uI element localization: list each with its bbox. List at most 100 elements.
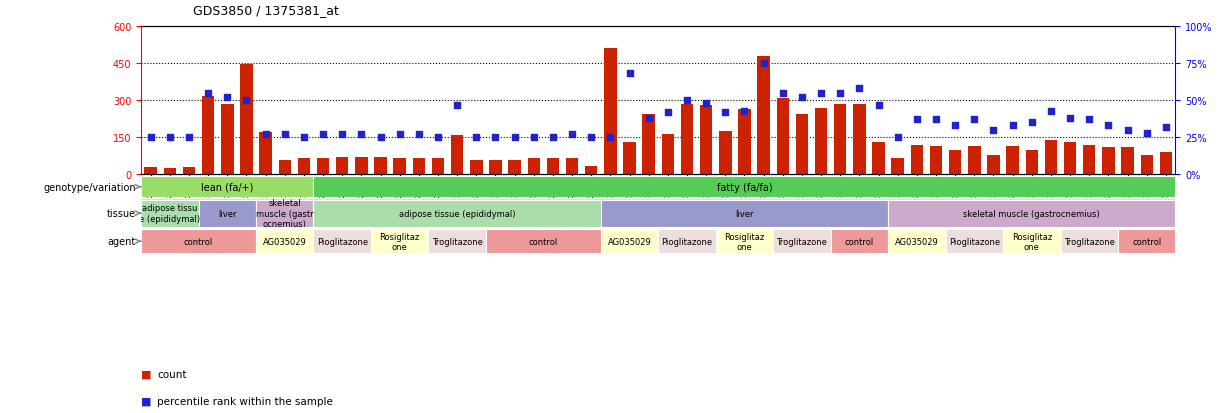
Bar bbox=[486, 230, 601, 254]
Text: control: control bbox=[1133, 237, 1162, 246]
Bar bbox=[163, 169, 175, 175]
Bar bbox=[428, 230, 486, 254]
Point bbox=[1080, 117, 1099, 123]
Point bbox=[160, 135, 179, 141]
Point bbox=[1022, 120, 1042, 126]
Text: ■: ■ bbox=[141, 396, 152, 406]
Bar bbox=[661, 134, 674, 175]
Bar bbox=[1121, 148, 1134, 175]
Text: control: control bbox=[529, 237, 558, 246]
Point bbox=[831, 90, 850, 97]
Bar bbox=[601, 200, 888, 227]
Text: AG035029: AG035029 bbox=[894, 237, 939, 246]
Point bbox=[1002, 123, 1022, 129]
Point bbox=[753, 61, 773, 67]
Bar bbox=[1064, 143, 1076, 175]
Text: percentile rank within the sample: percentile rank within the sample bbox=[157, 396, 333, 406]
Bar bbox=[183, 168, 195, 175]
Bar bbox=[719, 132, 731, 175]
Text: AG035029: AG035029 bbox=[263, 237, 307, 246]
Text: AG035029: AG035029 bbox=[607, 237, 652, 246]
Point bbox=[179, 135, 199, 141]
Bar bbox=[199, 200, 256, 227]
Text: Pioglitazone: Pioglitazone bbox=[948, 237, 1000, 246]
Bar bbox=[452, 135, 464, 175]
Point bbox=[1060, 115, 1080, 122]
Bar bbox=[355, 158, 368, 175]
Bar bbox=[259, 133, 272, 175]
Bar bbox=[528, 159, 540, 175]
Point bbox=[888, 135, 908, 141]
Bar bbox=[888, 230, 946, 254]
Bar bbox=[371, 230, 428, 254]
Bar bbox=[739, 109, 751, 175]
Text: Rosiglitaz
one: Rosiglitaz one bbox=[379, 232, 420, 252]
Text: adipose tissu
e (epididymal): adipose tissu e (epididymal) bbox=[140, 204, 200, 223]
Point bbox=[1042, 108, 1061, 114]
Bar bbox=[1083, 145, 1096, 175]
Bar bbox=[298, 159, 310, 175]
Bar bbox=[968, 147, 980, 175]
Bar bbox=[757, 57, 769, 175]
Point bbox=[1098, 123, 1118, 129]
Text: Rosiglitaz
one: Rosiglitaz one bbox=[1012, 232, 1052, 252]
Bar bbox=[256, 200, 313, 227]
Bar bbox=[853, 104, 865, 175]
Text: genotype/variation: genotype/variation bbox=[43, 182, 136, 192]
Text: count: count bbox=[157, 369, 187, 379]
Point bbox=[677, 97, 697, 104]
Bar bbox=[240, 65, 253, 175]
Point bbox=[1137, 130, 1157, 137]
Bar bbox=[623, 143, 636, 175]
Bar bbox=[585, 166, 598, 175]
Point bbox=[199, 90, 218, 97]
Point bbox=[313, 132, 333, 138]
Bar bbox=[256, 230, 313, 254]
Point bbox=[428, 135, 448, 141]
Bar bbox=[1060, 230, 1118, 254]
Bar bbox=[681, 104, 693, 175]
Bar bbox=[508, 160, 520, 175]
Bar bbox=[141, 177, 313, 197]
Point bbox=[237, 97, 256, 104]
Bar bbox=[317, 159, 329, 175]
Point bbox=[544, 135, 563, 141]
Text: lean (fa/+): lean (fa/+) bbox=[201, 182, 254, 192]
Bar bbox=[777, 98, 789, 175]
Point bbox=[275, 132, 294, 138]
Point bbox=[926, 117, 946, 123]
Bar bbox=[374, 158, 387, 175]
Point bbox=[294, 135, 314, 141]
Bar bbox=[313, 177, 1175, 197]
Point bbox=[504, 135, 524, 141]
Point bbox=[849, 86, 869, 93]
Text: liver: liver bbox=[218, 209, 237, 218]
Bar bbox=[1006, 147, 1018, 175]
Bar bbox=[988, 155, 1000, 175]
Text: fatty (fa/fa): fatty (fa/fa) bbox=[717, 182, 772, 192]
Bar bbox=[604, 49, 617, 175]
Bar bbox=[1102, 148, 1114, 175]
Text: Troglitazone: Troglitazone bbox=[1064, 237, 1114, 246]
Bar bbox=[715, 230, 773, 254]
Point bbox=[964, 117, 984, 123]
Bar bbox=[490, 160, 502, 175]
Bar bbox=[202, 97, 215, 175]
Point bbox=[562, 132, 582, 138]
Bar bbox=[432, 159, 444, 175]
Point bbox=[793, 95, 812, 101]
Text: adipose tissue (epididymal): adipose tissue (epididymal) bbox=[399, 209, 515, 218]
Text: control: control bbox=[844, 237, 874, 246]
Bar bbox=[470, 160, 482, 175]
Point bbox=[907, 117, 926, 123]
Point bbox=[1118, 127, 1137, 134]
Bar bbox=[888, 200, 1175, 227]
Text: tissue: tissue bbox=[107, 209, 136, 218]
Bar bbox=[834, 104, 847, 175]
Text: control: control bbox=[184, 237, 213, 246]
Point bbox=[773, 90, 793, 97]
Point bbox=[658, 109, 677, 116]
Text: Rosiglitaz
one: Rosiglitaz one bbox=[724, 232, 764, 252]
Bar bbox=[1026, 150, 1038, 175]
Point bbox=[448, 102, 467, 109]
